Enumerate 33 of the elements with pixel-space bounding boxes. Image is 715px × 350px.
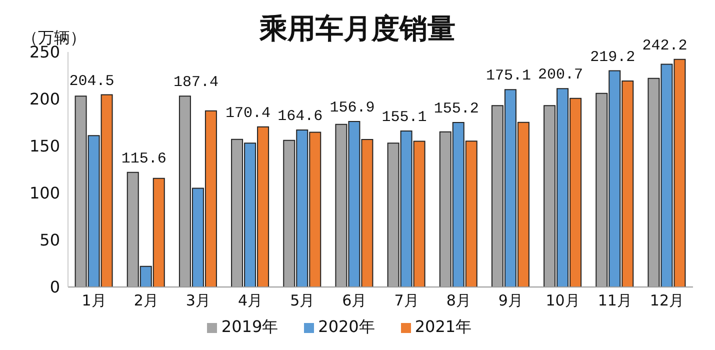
data-label: 219.2	[590, 48, 636, 66]
legend-label: 2021年	[414, 317, 472, 336]
x-tick-label: 9月	[498, 292, 523, 310]
x-tick-label: 2月	[134, 292, 158, 310]
data-label: 155.1	[382, 108, 427, 126]
data-label: 164.6	[278, 108, 323, 126]
y-tick-label: 200	[29, 90, 60, 109]
data-label: 204.5	[69, 72, 114, 90]
data-label: 175.1	[486, 68, 531, 85]
data-label: 115.6	[121, 150, 166, 168]
x-tick-label: 11月	[598, 292, 632, 310]
data-label: 170.4	[226, 104, 271, 122]
legend-label: 2019年	[221, 317, 278, 336]
data-label: 156.9	[330, 100, 375, 117]
x-tick-label: 6月	[342, 292, 367, 310]
data-label: 242.2	[642, 37, 688, 54]
x-tick-label: 4月	[238, 292, 263, 310]
y-tick-label: 50	[40, 230, 60, 250]
data-label: 187.4	[173, 74, 218, 92]
x-tick-label: 10月	[546, 292, 580, 310]
y-tick-label: 0	[50, 278, 60, 297]
data-label: 200.7	[538, 66, 584, 84]
x-tick-label: 3月	[186, 292, 210, 310]
x-tick-label: 5月	[290, 292, 315, 310]
x-tick-label: 12月	[650, 292, 684, 310]
chart-title: 乘用车月度销量	[260, 12, 456, 45]
data-label: 155.2	[434, 100, 479, 118]
legend-label: 2020年	[318, 317, 375, 336]
y-tick-label: 150	[29, 136, 60, 156]
x-tick-label: 1月	[82, 292, 106, 310]
x-tick-label: 8月	[446, 292, 471, 310]
y-tick-label: 100	[29, 184, 60, 203]
x-tick-label: 7月	[394, 292, 419, 310]
